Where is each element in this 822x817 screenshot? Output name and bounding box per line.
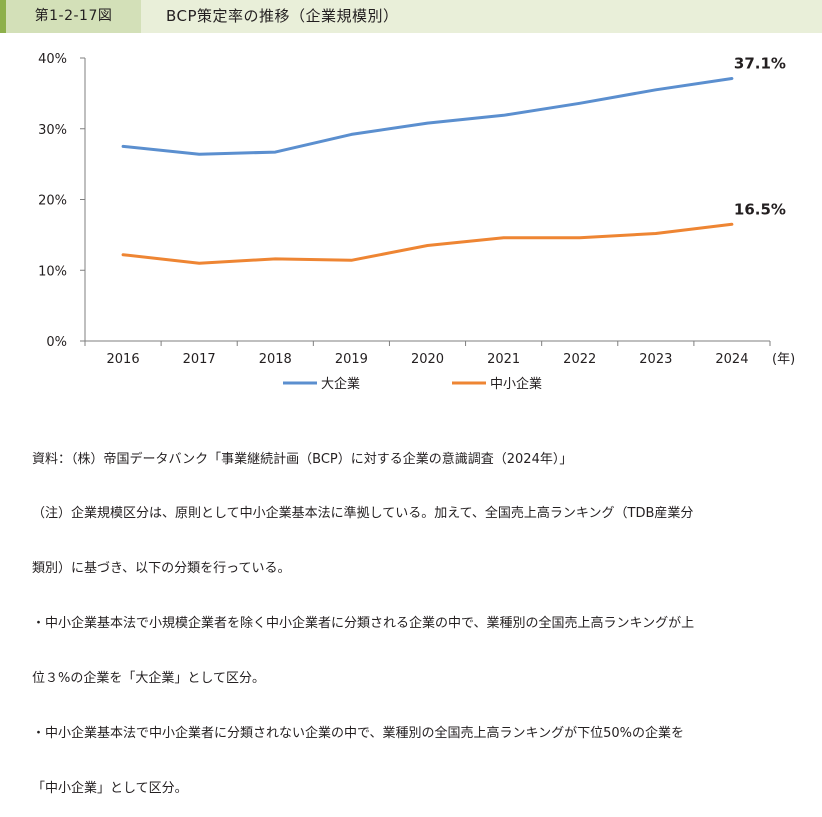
series-line-1 [121,222,734,265]
x-axis-unit: (年) [772,352,795,367]
x-tick-label: 2020 [411,352,444,367]
series-point [274,257,277,261]
y-tick-label: 10% [38,264,67,279]
chart-axes: 0% 10% 20% 30% 40% 2016 2017 2018 2019 2020 2021 20… [38,52,795,367]
x-tick-label: 2019 [335,352,368,367]
series-point [502,236,505,239]
footnote-line: ・中小企業基本法で小規模企業者を除く中小企業者に分類される企業の中で、業種別の全… [32,616,695,632]
x-tick-label: 2018 [259,352,292,367]
y-tick-label: 20% [38,194,67,209]
series-point [197,153,201,156]
series-point [426,121,429,125]
figure-title: BCP策定率の推移（企業規模別） [166,7,399,25]
series-point [274,150,277,154]
header-accent-bar [0,0,6,33]
series-point [730,223,734,226]
series-point [121,253,125,256]
x-tick-label: 2024 [715,352,748,367]
x-tick-label: 2023 [639,352,672,367]
x-tick-label: 2021 [487,352,520,367]
x-tick-label: 2022 [563,352,596,367]
y-tick-label: 0% [46,335,67,350]
source-notes: 資料：（株）帝国データバンク「事業継続計画（BCP）に対する企業の意識調査（20… [32,414,802,817]
footnote-line: ・中小企業基本法で中小企業者に分類されない企業の中で、業種別の全国売上高ランキン… [32,726,684,742]
legend-label: 大企業 [321,376,360,392]
end-value-label: 37.1% [734,55,786,73]
y-tick-label: 30% [38,123,67,138]
series-line-0 [121,77,734,156]
source-note-line: 資料：（株）帝国データバンク「事業継続計画（BCP）に対する企業の意識調査（20… [32,451,573,467]
series-point [350,133,353,136]
series-point [578,236,581,239]
x-tick-label: 2017 [183,352,216,367]
series-point [426,244,429,247]
chart-legend: 大企業 中小企業 [283,376,542,392]
x-tick-label: 2016 [107,352,140,367]
line-chart: 0% 10% 20% 30% 40% 2016 2017 2018 2019 2020 2021 20… [38,52,795,392]
figure-header: 第1-2-17図 BCP策定率の推移（企業規模別） [0,0,822,33]
chart-series [121,77,734,265]
footnote-line: 「中小企業」として区分。 [32,780,188,796]
figure-number: 第1-2-17図 [6,0,141,33]
series-point [654,88,658,92]
series-point [578,102,581,105]
y-tick-label: 40% [38,52,67,67]
end-value-label: 16.5% [734,200,786,218]
footnote-line: （注）企業規模区分は、原則として中小企業基本法に準拠している。加えて、全国売上高… [32,506,694,522]
legend-label: 中小企業 [490,376,542,392]
chart-end-labels: 37.1% 16.5% [734,55,786,219]
series-point [121,145,125,148]
series-point [350,259,353,262]
series-point [502,114,505,117]
footnote-line: 類別）に基づき、以下の分類を行っている。 [32,561,291,577]
series-point [730,77,734,80]
footnote-line: 位３%の企業を「大企業」として区分。 [32,671,265,687]
series-point [197,261,201,265]
series-point [654,232,658,235]
